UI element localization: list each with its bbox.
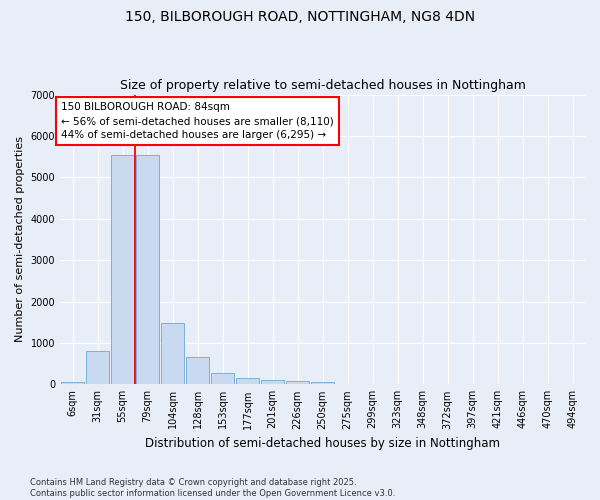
Text: Contains HM Land Registry data © Crown copyright and database right 2025.
Contai: Contains HM Land Registry data © Crown c… [30, 478, 395, 498]
Bar [61, 382, 84, 384]
Bar [211, 374, 234, 384]
Bar [186, 357, 209, 384]
Bar [236, 378, 259, 384]
X-axis label: Distribution of semi-detached houses by size in Nottingham: Distribution of semi-detached houses by … [145, 437, 500, 450]
Bar [136, 154, 159, 384]
Title: Size of property relative to semi-detached houses in Nottingham: Size of property relative to semi-detach… [119, 79, 526, 92]
Bar [311, 382, 334, 384]
Bar [111, 154, 134, 384]
Text: 150 BILBOROUGH ROAD: 84sqm
← 56% of semi-detached houses are smaller (8,110)
44%: 150 BILBOROUGH ROAD: 84sqm ← 56% of semi… [61, 102, 334, 140]
Bar [261, 380, 284, 384]
Text: 150, BILBOROUGH ROAD, NOTTINGHAM, NG8 4DN: 150, BILBOROUGH ROAD, NOTTINGHAM, NG8 4D… [125, 10, 475, 24]
Y-axis label: Number of semi-detached properties: Number of semi-detached properties [15, 136, 25, 342]
Bar [161, 322, 184, 384]
Bar [286, 382, 309, 384]
Bar [86, 351, 109, 384]
